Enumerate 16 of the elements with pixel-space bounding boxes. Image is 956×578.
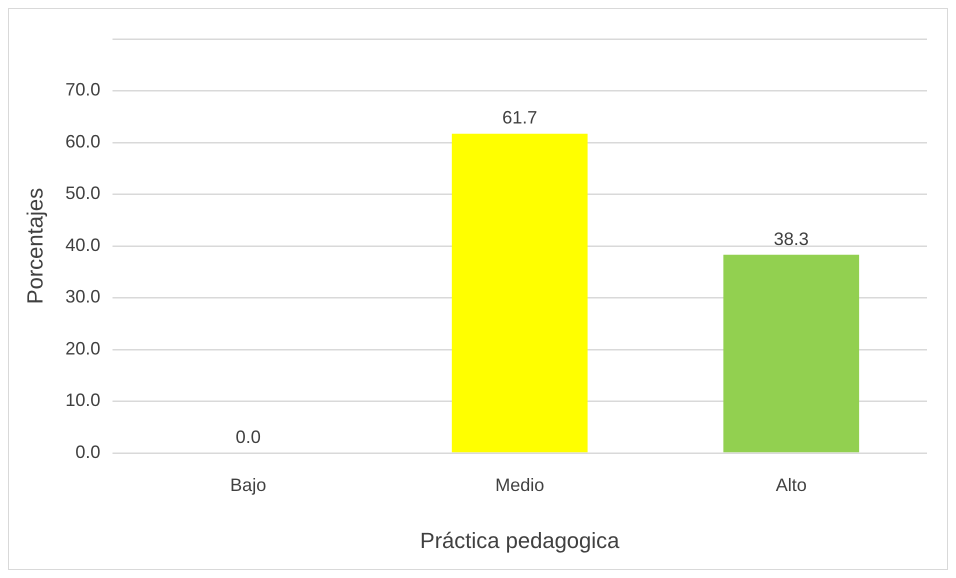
data-label: 0.0 [236, 426, 261, 447]
y-tick-label: 10.0 [65, 390, 100, 410]
y-axis-title: Porcentajes [22, 188, 48, 304]
x-tick-label: Medio [495, 474, 544, 495]
y-tick-label: 70.0 [65, 80, 100, 100]
data-label: 61.7 [502, 108, 538, 128]
y-tick-label: 40.0 [65, 234, 100, 255]
y-tick-label: 50.0 [65, 183, 100, 204]
x-tick-label: Bajo [230, 474, 266, 495]
x-tick-label: Alto [776, 474, 807, 495]
y-tick-label: 0.0 [75, 442, 100, 462]
y-tick-label: 20.0 [65, 338, 100, 358]
data-label: 38.3 [774, 228, 809, 249]
y-tick-label: 30.0 [65, 286, 100, 307]
y-tick-label: 60.0 [65, 131, 100, 152]
x-axis-title: Práctica pedagogica [420, 528, 620, 553]
